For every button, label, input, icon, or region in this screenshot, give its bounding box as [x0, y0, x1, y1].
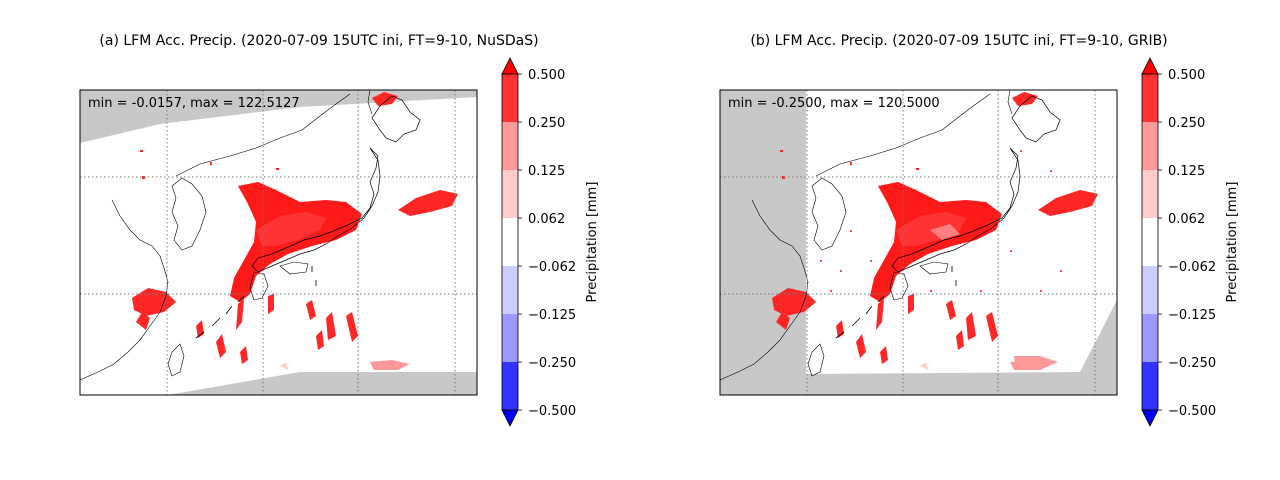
- colorbar-segment: [1142, 170, 1158, 218]
- panel-b-colorbar: −0.500 −0.250 −0.125 −0.062 0.062 0.125 0.250 0…: [1141, 57, 1240, 427]
- colorbar-segment: [502, 122, 518, 170]
- colorbar-outline: [1141, 73, 1159, 411]
- colorbar-segment: [1142, 122, 1158, 170]
- colorbar-under-triangle: [1141, 409, 1159, 427]
- panel-b: (b) LFM Acc. Precip. (2020-07-09 15UTC i…: [719, 33, 1240, 427]
- colorbar-segment: [1142, 362, 1158, 410]
- colorbar-segment: [502, 170, 518, 218]
- colorbar-tick-label: 0.500: [1168, 68, 1205, 83]
- colorbar-tick-label: −0.062: [1168, 260, 1216, 275]
- colorbar-tick-label: −0.125: [528, 308, 576, 323]
- panel-b-frame: [719, 89, 1118, 396]
- panel-a-gridlines: [80, 90, 477, 395]
- panel-a-minmax: min = -0.0157, max = 122.5127: [88, 96, 300, 111]
- colorbar-segment: [502, 74, 518, 122]
- colorbar-outline: [501, 73, 519, 411]
- panel-b-map[interactable]: [720, 90, 1117, 395]
- panel-b-gridlines: [720, 90, 1117, 395]
- panel-a-frame: [79, 89, 478, 396]
- panel-b-minmax: min = -0.2500, max = 120.5000: [728, 96, 940, 111]
- colorbar-tick-label: 0.500: [528, 68, 565, 83]
- colorbar-tick-label: 0.062: [528, 212, 565, 227]
- panel-a-map[interactable]: [80, 90, 477, 396]
- panel-b-precip-field: [772, 92, 1098, 370]
- colorbar-segment: [1142, 314, 1158, 362]
- colorbar-over-triangle: [1141, 57, 1159, 75]
- panel-a-title: (a) LFM Acc. Precip. (2020-07-09 15UTC i…: [99, 33, 538, 49]
- colorbar-segment: [1142, 74, 1158, 122]
- colorbar-tick-label: 0.125: [528, 164, 565, 179]
- colorbar-segment: [1142, 266, 1158, 314]
- panel-a: (a) LFM Acc. Precip. (2020-07-09 15UTC i…: [79, 33, 600, 427]
- colorbar-tick-label: −0.250: [1168, 356, 1216, 371]
- colorbar-over-triangle: [501, 57, 519, 75]
- panel-b-title: (b) LFM Acc. Precip. (2020-07-09 15UTC i…: [750, 33, 1167, 49]
- colorbar-segment: [1142, 218, 1158, 266]
- colorbar-tick-label: 0.250: [528, 116, 565, 131]
- colorbar-label: Precipitation [mm]: [585, 182, 600, 303]
- colorbar-label: Precipitation [mm]: [1225, 182, 1240, 303]
- colorbar-under-triangle: [501, 409, 519, 427]
- colorbar-segment: [502, 218, 518, 266]
- colorbar-tick-label: 0.250: [1168, 116, 1205, 131]
- colorbar-segment: [502, 362, 518, 410]
- colorbar-tick-label: 0.125: [1168, 164, 1205, 179]
- colorbar-tick-label: −0.250: [528, 356, 576, 371]
- colorbar-tick-label: −0.125: [1168, 308, 1216, 323]
- colorbar-tick-label: 0.062: [1168, 212, 1205, 227]
- colorbar-segment: [502, 314, 518, 362]
- colorbar-segment: [502, 266, 518, 314]
- colorbar-tick-label: −0.062: [528, 260, 576, 275]
- panel-a-colorbar: −0.500 −0.250 −0.125 −0.062 0.062 0.125 0.250 0…: [501, 57, 600, 427]
- colorbar-tick-label: −0.500: [528, 404, 576, 419]
- colorbar-tick-label: −0.500: [1168, 404, 1216, 419]
